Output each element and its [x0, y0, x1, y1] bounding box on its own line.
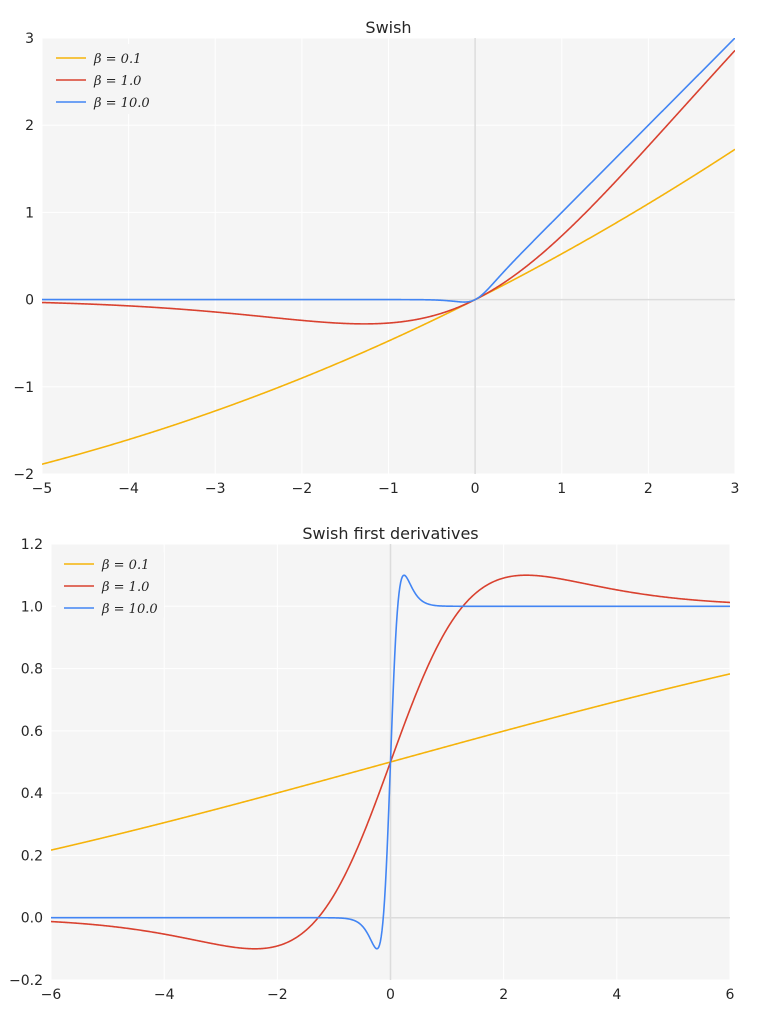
legend-label: β = 1.0: [93, 74, 141, 89]
swish-chart: −5 −4 −3 −2 −1 0 1 2 3 −2 −1 0 1 2 3 Swish β = 0.1 β = 1.…: [13, 18, 739, 497]
x-tick-label: −4: [154, 987, 175, 1003]
y-tick-label: −1: [13, 380, 34, 396]
y-tick-label: 0.2: [21, 848, 43, 864]
legend-box: [56, 550, 164, 620]
legend-label: β = 10.0: [93, 96, 150, 111]
y-tick-label: 0.0: [21, 911, 43, 927]
y-tick-label: 1.2: [21, 537, 43, 553]
x-tick-label: 6: [726, 987, 735, 1003]
y-tick-label: 1.0: [21, 599, 43, 615]
y-tick-label: 0: [25, 293, 34, 309]
y-tick-label: 2: [25, 118, 34, 134]
x-tick-label: −2: [292, 481, 313, 497]
grid: [41, 37, 736, 475]
y-tick-label: 1: [25, 205, 34, 221]
series-lines: [51, 574, 730, 950]
x-tick-label: −4: [118, 481, 139, 497]
series-line-2: [42, 38, 735, 303]
legend: β = 0.1 β = 1.0 β = 10.0: [48, 44, 156, 114]
legend-label: β = 10.0: [101, 602, 158, 617]
legend-label: β = 0.1: [93, 52, 141, 67]
x-tick-label: −6: [41, 987, 62, 1003]
legend: β = 0.1 β = 1.0 β = 10.0: [56, 550, 164, 620]
legend-box: [48, 44, 156, 114]
series-line-0: [42, 148, 735, 465]
chart-title: Swish first derivatives: [302, 524, 478, 543]
y-tick-label: −0.2: [9, 973, 43, 989]
x-tick-label: −5: [32, 481, 53, 497]
legend-label: β = 1.0: [101, 580, 149, 595]
y-tick-label: 3: [25, 31, 34, 47]
y-tick-label: 0.4: [21, 786, 43, 802]
x-tick-label: 4: [612, 987, 621, 1003]
legend-label: β = 0.1: [101, 558, 149, 573]
x-tick-label: 1: [557, 481, 566, 497]
x-tick-label: 0: [386, 987, 395, 1003]
series-line-1: [42, 49, 735, 325]
y-tick-label: −2: [13, 467, 34, 483]
x-tick-label: −2: [267, 987, 288, 1003]
x-tick-label: 0: [471, 481, 480, 497]
x-tick-label: −3: [205, 481, 226, 497]
series-lines: [42, 38, 735, 465]
x-tick-label: 2: [644, 481, 653, 497]
series-line-2: [51, 574, 730, 950]
y-tick-label: 0.8: [21, 662, 43, 678]
x-tick-label: −1: [378, 481, 399, 497]
swish-derivatives-chart: −6 −4 −2 0 2 4 6 −0.2 0.0 0.2 0.4 0.6 0.8 1.0 1.2 Swish…: [9, 524, 735, 1003]
chart-title: Swish: [365, 18, 411, 37]
y-tick-label: 0.6: [21, 724, 43, 740]
x-tick-label: 2: [499, 987, 508, 1003]
x-tick-label: 3: [731, 481, 740, 497]
